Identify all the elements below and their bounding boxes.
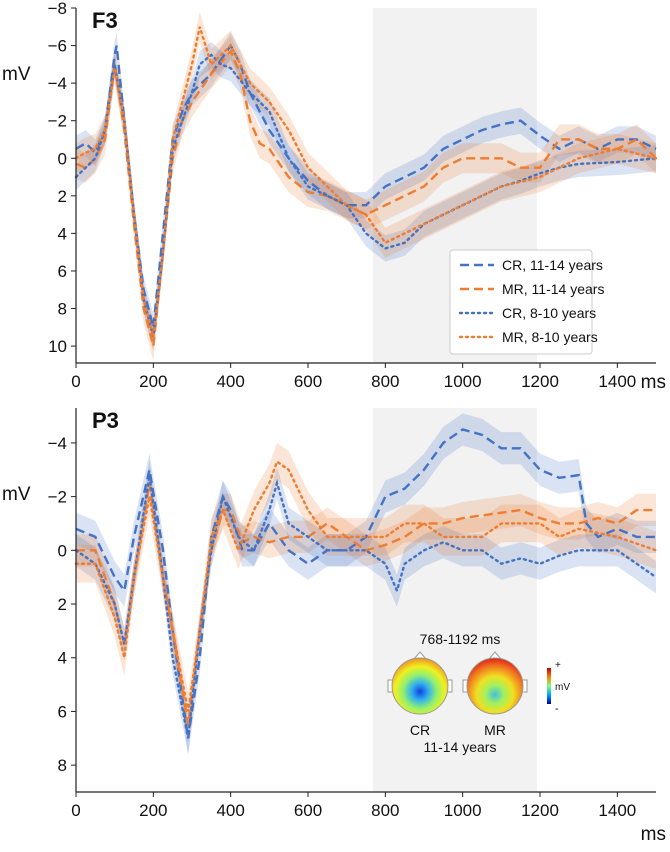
x-tick-label: 1000 [444, 372, 482, 391]
x-tick-label: 600 [294, 372, 322, 391]
head-map-cr [391, 657, 449, 715]
legend-box [449, 249, 593, 355]
ci-band-3 [76, 442, 656, 731]
y-tick-label: 4 [58, 649, 67, 668]
y-tick-label: −2 [48, 488, 67, 507]
legend-label: MR, 11-14 years [502, 281, 604, 297]
colorbar-unit: mV [555, 682, 570, 693]
y-tick-label: 2 [58, 187, 67, 206]
map-label-cr: CR [410, 722, 430, 738]
ci-band-2 [76, 459, 656, 755]
head-map-mr [466, 657, 524, 715]
y-tick-label: 4 [58, 224, 67, 243]
series-line-0 [75, 428, 656, 739]
y-tick-label: −4 [48, 74, 67, 93]
series-line-3 [74, 459, 658, 712]
topomap-inset: 768-1192 ms CR MR 11-14 years + mV - [387, 631, 570, 755]
x-tick-label: 600 [294, 801, 322, 820]
x-tick-label: 800 [371, 801, 399, 820]
y-tick-label: 10 [48, 337, 67, 356]
topomap-mr: MR [462, 651, 528, 738]
y-axis-label: mV [2, 484, 31, 505]
y-tick-label: 0 [58, 149, 67, 168]
colorbar-max: + [555, 660, 561, 671]
y-tick-label: 0 [58, 541, 67, 560]
series-line-3 [74, 26, 658, 338]
x-tick-label: 400 [216, 801, 244, 820]
colorbar-min: - [555, 703, 559, 715]
legend-label: CR, 11-14 years [502, 257, 603, 273]
x-tick-label: 1000 [444, 801, 482, 820]
map-label-mr: MR [484, 722, 506, 738]
y-tick-label: 2 [58, 595, 67, 614]
ci-band-0 [76, 32, 656, 341]
x-tick-label: 200 [139, 372, 167, 391]
x-tick-label: 0 [71, 372, 80, 391]
ci-band-3 [76, 11, 656, 352]
inset-title: 768-1192 ms [420, 631, 501, 647]
series-line-1 [76, 482, 656, 726]
y-tick-label: −4 [48, 434, 67, 453]
analysis-window [372, 408, 537, 792]
x-tick-label: 1200 [521, 801, 559, 820]
topomap-cr: CR [387, 651, 453, 738]
y-tick-label: −2 [48, 112, 67, 131]
x-tick-label: 800 [371, 372, 399, 391]
inset-subtitle: 11-14 years [424, 739, 497, 755]
x-axis-label: ms [641, 824, 666, 845]
y-tick-label: 8 [58, 756, 67, 775]
legend: CR, 11-14 years MR, 11-14 years CR, 8-10 y… [449, 249, 604, 355]
x-tick-label: 1200 [521, 372, 559, 391]
y-axis-label: mV [2, 64, 31, 85]
panel-p3: −4 −2 0 2 4 6 8 0 200 400 600 800 1000 1200 1400 P3 mV ms [2, 408, 666, 845]
x-axis-label: ms [641, 372, 666, 393]
x-tick-label: 1400 [598, 372, 636, 391]
ci-band-1 [76, 467, 656, 741]
y-tick-label: −6 [48, 37, 67, 56]
x-tick-label: 200 [139, 801, 167, 820]
y-tick-label: 6 [58, 702, 67, 721]
legend-label: CR, 8-10 years [502, 305, 596, 321]
panel-title: P3 [92, 408, 119, 433]
colorbar [547, 668, 551, 704]
legend-label: MR, 8-10 years [502, 329, 598, 345]
y-tick-label: −8 [48, 0, 67, 18]
x-tick-label: 400 [216, 372, 244, 391]
y-tick-label: 8 [58, 300, 67, 319]
ci-band-0 [76, 413, 656, 755]
y-tick-label: 6 [58, 262, 67, 281]
x-tick-label: 0 [71, 801, 80, 820]
panel-title: F3 [92, 8, 118, 33]
x-tick-label: 1400 [598, 801, 636, 820]
